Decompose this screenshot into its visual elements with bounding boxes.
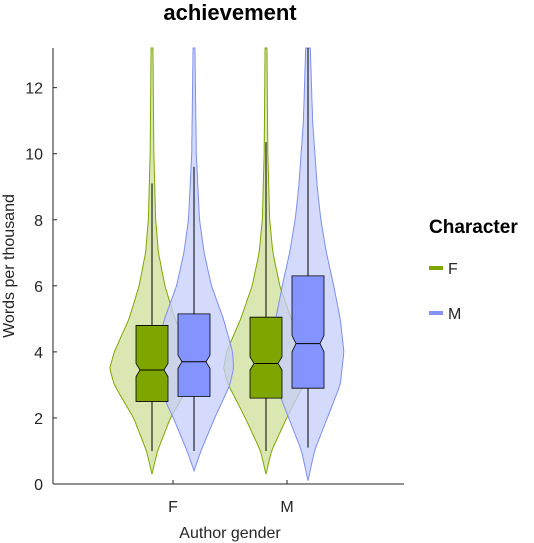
box-f-author-f — [135, 325, 169, 402]
y-axis-label: Words per thousand — [1, 194, 18, 338]
legend-title: Character — [429, 217, 518, 238]
chart-title: achievement — [163, 0, 297, 25]
y-tick-label: 12 — [25, 81, 43, 98]
x-axis-label: Author gender — [179, 525, 281, 542]
y-axis-ticks: 0 2 4 6 8 10 12 — [25, 81, 57, 494]
y-tick-label: 10 — [25, 147, 43, 164]
y-tick-label: 6 — [34, 279, 43, 296]
legend-label-f: F — [448, 261, 458, 278]
y-tick-label: 0 — [34, 477, 43, 494]
legend-label-m: M — [448, 306, 461, 323]
x-tick-label: F — [168, 499, 178, 516]
y-tick-label: 8 — [34, 213, 43, 230]
y-tick-label: 4 — [34, 345, 43, 362]
x-tick-label: M — [280, 499, 293, 516]
legend: Character F M — [429, 217, 518, 323]
box-m-author-f — [177, 313, 211, 397]
box-m-author-m — [291, 275, 325, 389]
box-f-author-m — [249, 316, 283, 399]
plot-area — [109, 47, 345, 481]
y-tick-label: 2 — [34, 411, 43, 428]
